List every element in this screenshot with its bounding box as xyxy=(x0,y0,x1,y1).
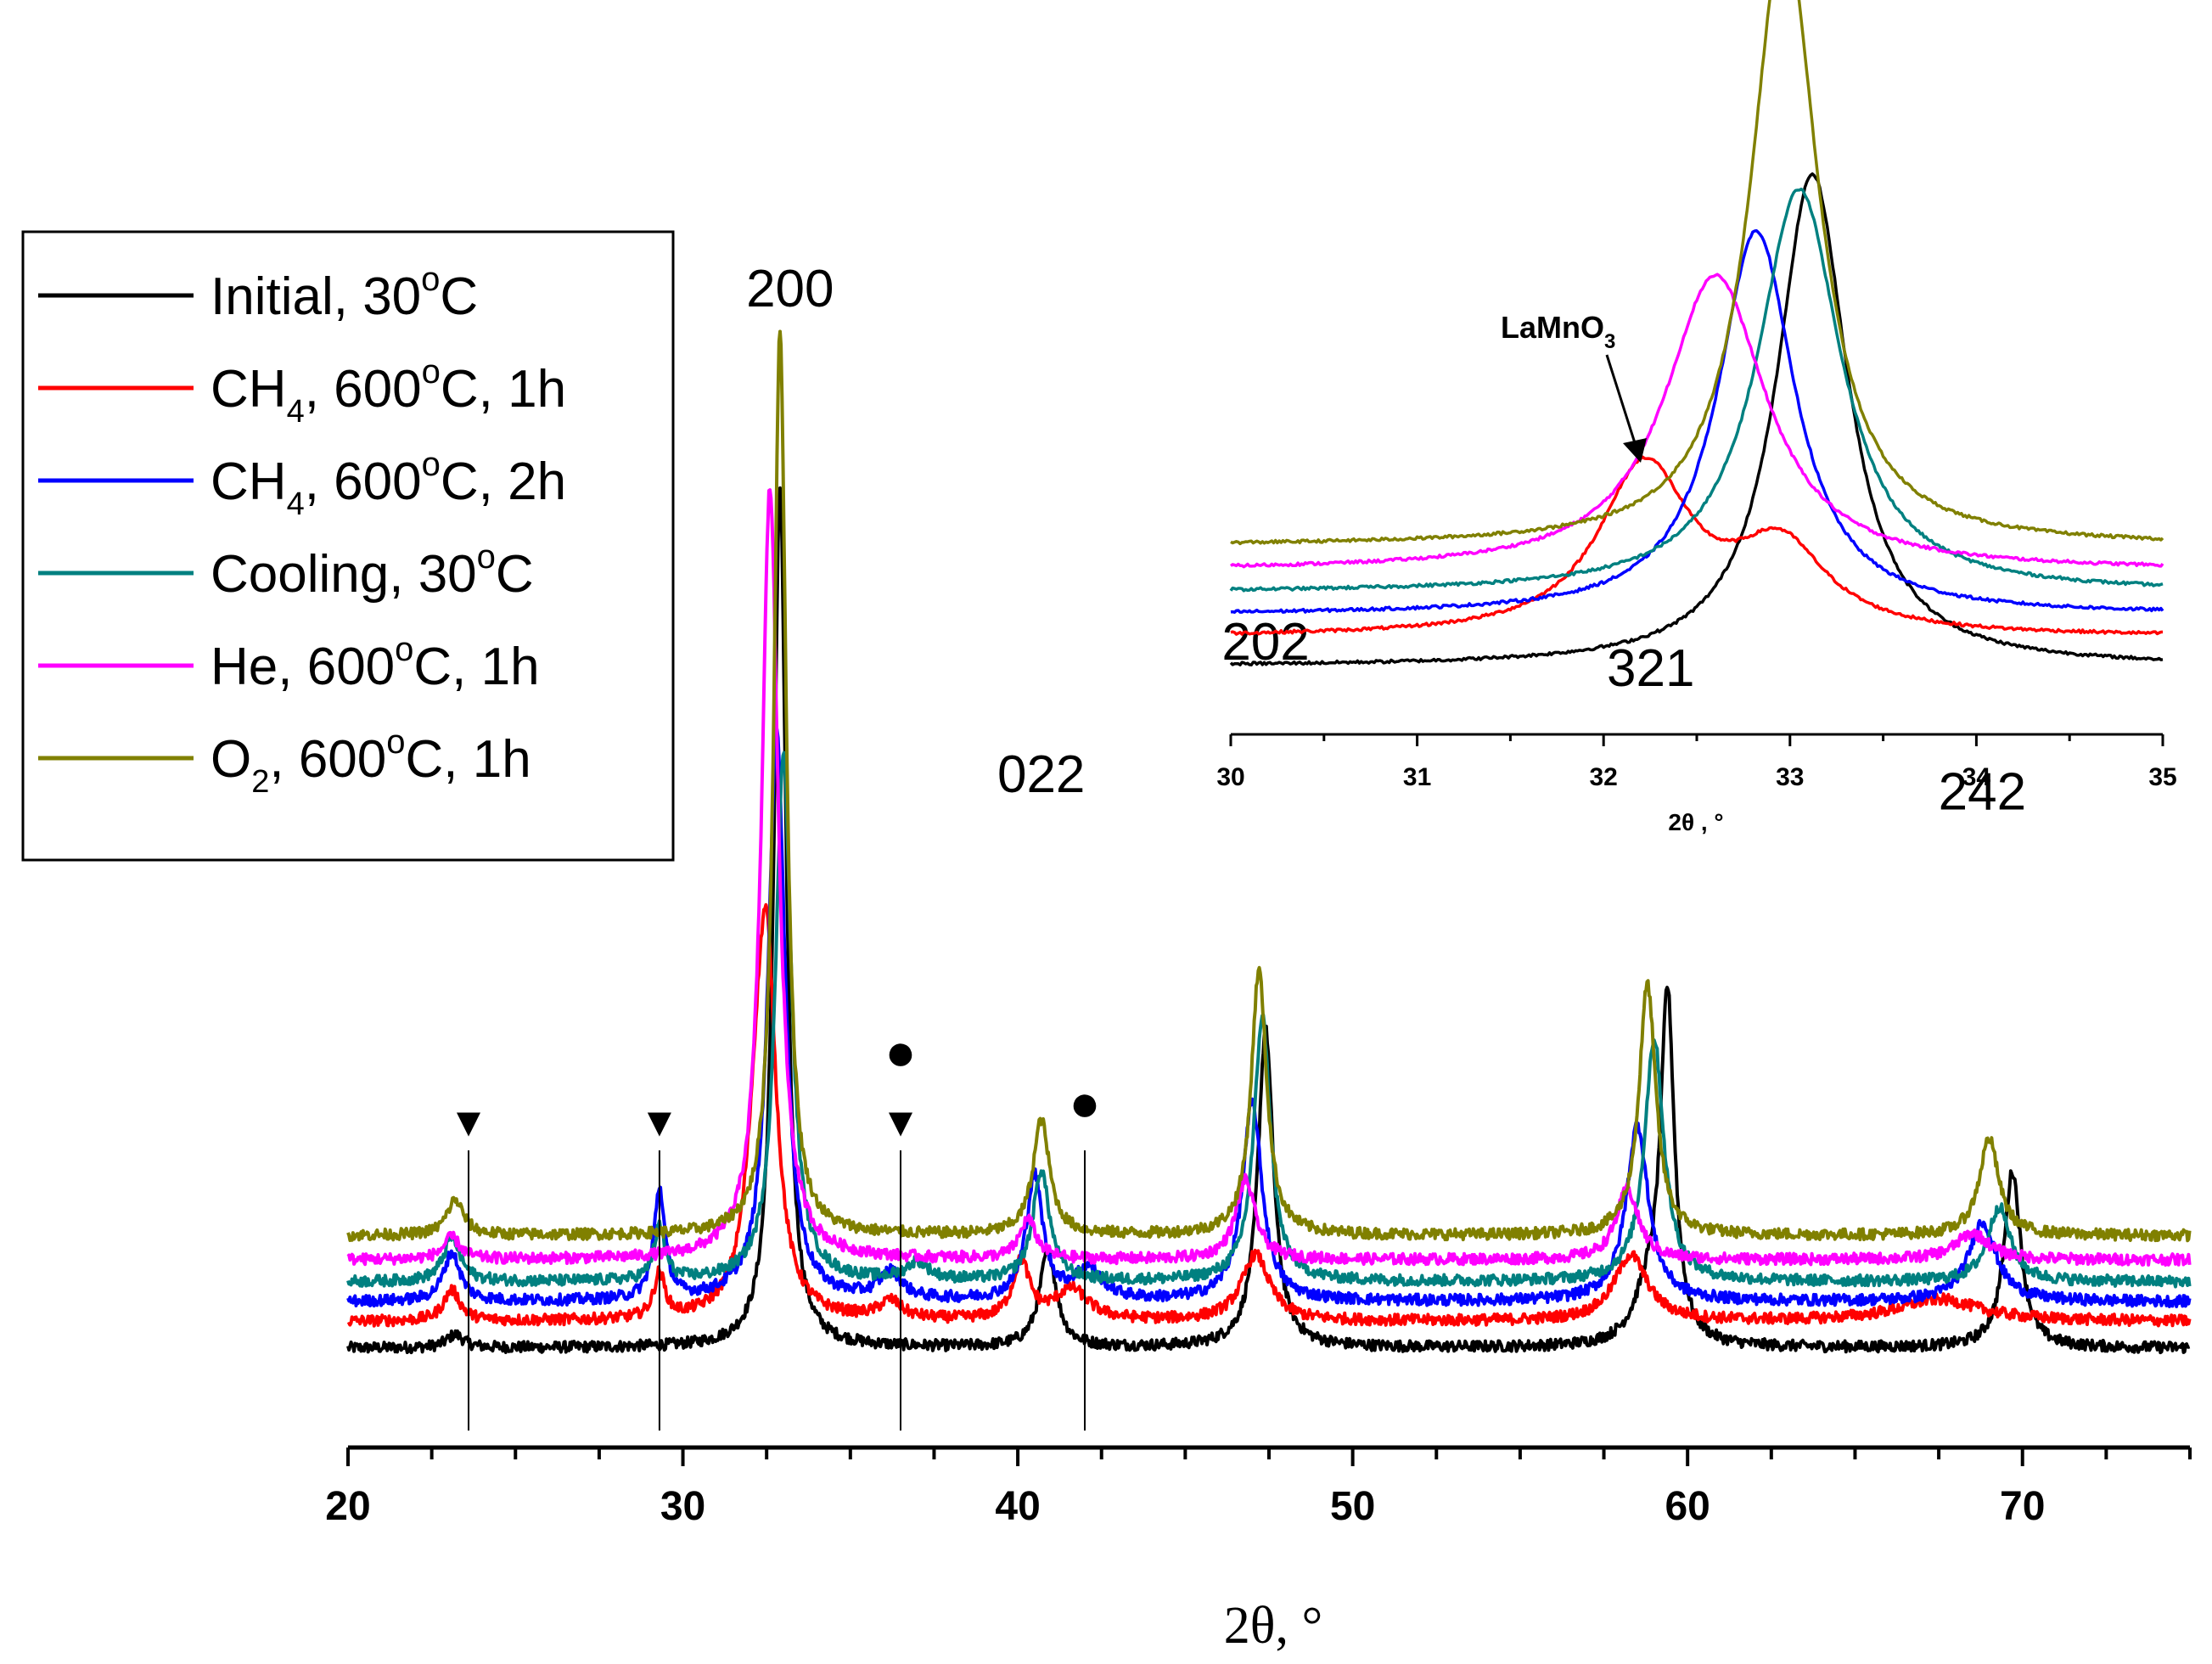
legend-label-initial-30-c: Initial, 30oC xyxy=(211,261,478,326)
legend-label-ch4-600-c-2h: CH4, 600oC, 2h xyxy=(211,446,566,522)
peak-label-321: 321 xyxy=(1607,639,1694,698)
phase-markers: ▼ ▼ ▼ ● ● xyxy=(448,1023,1100,1145)
legend-label-he-600-c-1h: He, 600oC, 1h xyxy=(211,631,540,696)
inset-x-tick-label: 31 xyxy=(1403,763,1431,791)
main-x-axis-label: 2θ, ° xyxy=(1224,1597,1323,1655)
x-tick-label: 50 xyxy=(1330,1484,1375,1529)
x-tick-label: 40 xyxy=(995,1484,1040,1529)
main-x-ticks: 20 30 40 50 60 70 xyxy=(325,1448,2192,1529)
inset-x-ticks: 30 31 32 33 34 35 xyxy=(1216,734,2177,791)
peak-label-200: 200 xyxy=(746,260,834,318)
series-line-he-600-c-1h xyxy=(346,488,2192,1267)
triangle-marker: ▼ xyxy=(880,1100,921,1145)
legend-label-cooling-30-c: Cooling, 30oC xyxy=(211,538,534,604)
series-line-o2-600-c-1h xyxy=(346,329,2192,1243)
x-tick-label: 70 xyxy=(2000,1484,2045,1529)
series-line-initial-30-c xyxy=(346,486,2191,1355)
series-line-ch4-600-c-1h xyxy=(346,902,2192,1328)
triangle-marker: ▼ xyxy=(448,1100,489,1145)
inset-plot: 30 31 32 33 34 35 2θ , ° LaMnO3 xyxy=(1216,0,2177,835)
inset-series-line-he-600-c-1h xyxy=(1229,273,2164,569)
legend: Initial, 30oC CH4, 600oC, 1h CH4, 600oC, 2… xyxy=(21,230,675,862)
peak-label-242: 242 xyxy=(1939,763,2026,822)
triangle-marker: ▼ xyxy=(639,1100,680,1145)
inset-series-line-initial-30-c xyxy=(1229,172,2164,666)
peak-label-022: 022 xyxy=(997,745,1085,804)
inset-series-line-ch4-600-c-1h xyxy=(1230,455,2164,636)
lamno3-label: LaMnO3 xyxy=(1501,310,1615,353)
inset-x-tick-label: 34 xyxy=(1962,763,1991,791)
series-line-ch4-600-c-2h xyxy=(346,722,2192,1308)
legend-label-ch4-600-c-1h: CH4, 600oC, 1h xyxy=(211,353,566,430)
lamno3-annotation: LaMnO3 xyxy=(1501,310,1647,463)
main-series-group xyxy=(346,329,2192,1355)
x-tick-label: 30 xyxy=(660,1484,705,1529)
inset-series-line-ch4-600-c-2h xyxy=(1230,228,2164,614)
x-tick-label: 60 xyxy=(1665,1484,1710,1529)
annotation-arrow-shaft xyxy=(1605,354,1638,449)
inset-x-tick-label: 35 xyxy=(2148,763,2176,791)
reference-lines xyxy=(468,1150,1086,1431)
inset-series-line-o2-600-c-1h xyxy=(1230,0,2164,546)
inset-x-tick-label: 33 xyxy=(1776,763,1804,791)
inset-series-group xyxy=(1229,0,2164,666)
circle-marker: ● xyxy=(884,1023,916,1082)
inset-x-tick-label: 30 xyxy=(1216,763,1244,791)
inset-series-line-cooling-30-c xyxy=(1229,188,2164,593)
circle-marker: ● xyxy=(1069,1074,1100,1133)
inset-x-axis-label: 2θ , ° xyxy=(1668,809,1723,835)
legend-frame xyxy=(21,230,675,862)
annotation-arrow-head xyxy=(1623,438,1647,463)
legend-label-o2-600-c-1h: O2, 600oC, 1h xyxy=(211,723,531,800)
x-tick-label: 20 xyxy=(325,1484,370,1529)
inset-x-tick-label: 32 xyxy=(1590,763,1618,791)
